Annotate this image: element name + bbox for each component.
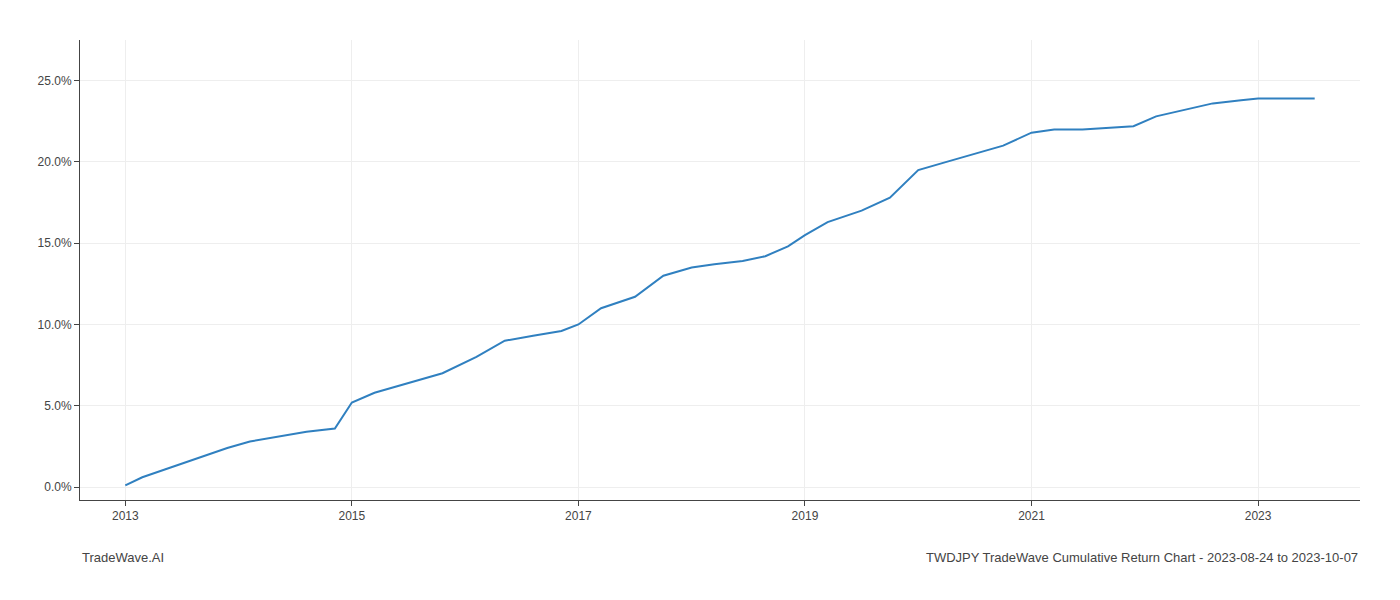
svg-text:15.0%: 15.0% — [38, 236, 72, 250]
svg-text:0.0%: 0.0% — [44, 480, 72, 494]
svg-text:5.0%: 5.0% — [44, 399, 72, 413]
svg-text:TradeWave.AI: TradeWave.AI — [82, 550, 164, 565]
svg-text:2023: 2023 — [1245, 509, 1272, 523]
svg-text:2017: 2017 — [565, 509, 592, 523]
svg-text:25.0%: 25.0% — [38, 74, 72, 88]
svg-text:2021: 2021 — [1018, 509, 1045, 523]
svg-text:2013: 2013 — [112, 509, 139, 523]
svg-text:2015: 2015 — [339, 509, 366, 523]
svg-text:20.0%: 20.0% — [38, 155, 72, 169]
svg-text:TWDJPY TradeWave Cumulative Re: TWDJPY TradeWave Cumulative Return Chart… — [926, 550, 1358, 565]
svg-text:2019: 2019 — [792, 509, 819, 523]
svg-text:10.0%: 10.0% — [38, 318, 72, 332]
